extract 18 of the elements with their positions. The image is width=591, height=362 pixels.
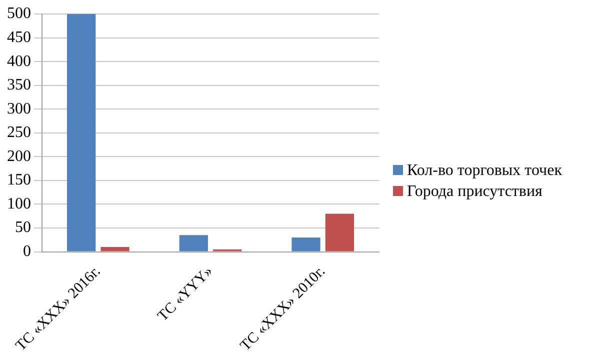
y-tick-label: 250 xyxy=(7,124,31,142)
y-tick-label: 150 xyxy=(7,172,31,189)
y-tick-label: 200 xyxy=(7,148,31,165)
legend-label: Кол-во торговых точек xyxy=(407,161,562,180)
y-tick-label: 300 xyxy=(7,100,31,118)
legend-label: Города присутствия xyxy=(407,182,542,201)
bar xyxy=(292,238,320,252)
y-tick-label: 50 xyxy=(15,219,31,236)
bar xyxy=(100,247,130,252)
y-tick-label: 400 xyxy=(7,52,31,70)
y-tick-label: 450 xyxy=(7,28,31,46)
bar xyxy=(179,235,208,252)
y-tick-label: 0 xyxy=(23,243,31,260)
y-tick-label: 350 xyxy=(7,76,31,94)
y-tick-label: 500 xyxy=(7,5,31,22)
bar xyxy=(66,14,96,252)
y-tick-label: 100 xyxy=(7,195,31,212)
bar xyxy=(325,214,354,252)
